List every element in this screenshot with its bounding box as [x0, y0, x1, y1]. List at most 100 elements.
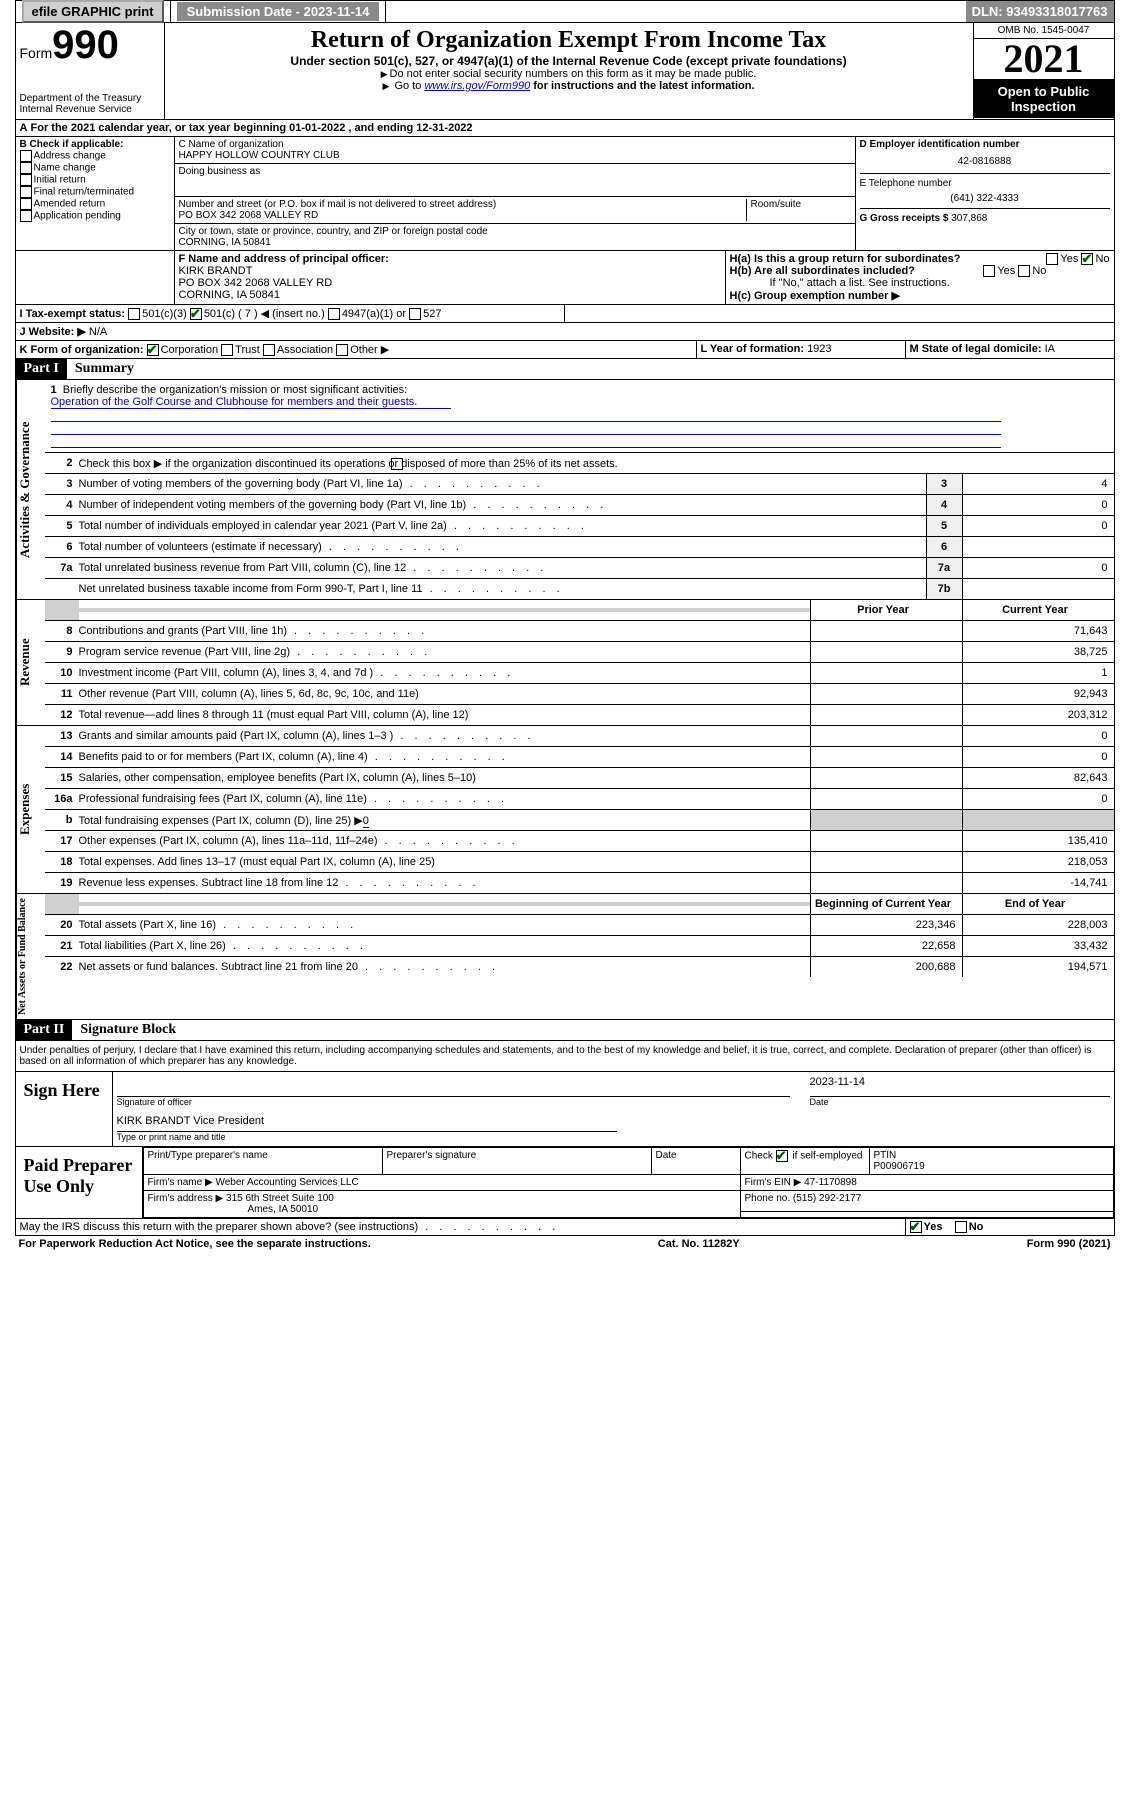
sign-date: 2023-11-14	[810, 1076, 1110, 1097]
association-checkbox[interactable]	[263, 344, 275, 356]
form-subtitle: Under section 501(c), 527, or 4947(a)(1)…	[169, 54, 969, 68]
revenue-label: Revenue	[16, 600, 45, 725]
sig-officer-label: Signature of officer	[117, 1097, 810, 1107]
tax-status-row: I Tax-exempt status: 501(c)(3) 501(c) ( …	[15, 305, 1115, 323]
part1-header: Part I Summary	[15, 359, 1115, 380]
hb-no-checkbox[interactable]	[1018, 265, 1030, 277]
line16a-text: Professional fundraising fees (Part IX, …	[79, 791, 810, 807]
form-footer: Form 990 (2021)	[1027, 1238, 1111, 1250]
line20-end: 228,003	[962, 915, 1114, 935]
line22-end: 194,571	[962, 957, 1114, 977]
cat-number: Cat. No. 11282Y	[658, 1238, 740, 1250]
efile-button[interactable]: efile GRAPHIC print	[22, 0, 164, 23]
form-number: 990	[52, 23, 119, 67]
line9-value: 38,725	[962, 642, 1114, 662]
line20-begin: 223,346	[810, 915, 962, 935]
line7b-value	[963, 579, 1114, 599]
paid-preparer-label: Paid Preparer Use Only	[16, 1147, 143, 1218]
line12-value: 203,312	[962, 705, 1114, 725]
discuss-no-checkbox[interactable]	[955, 1221, 967, 1233]
501c3-checkbox[interactable]	[128, 308, 140, 320]
expenses-section: Expenses 13Grants and similar amounts pa…	[15, 726, 1115, 894]
ein-value: 42-0816888	[860, 150, 1110, 173]
ssn-note: Do not enter social security numbers on …	[169, 68, 969, 80]
line5-text: Total number of individuals employed in …	[79, 518, 926, 534]
501c-checkbox[interactable]	[190, 308, 202, 320]
line6-text: Total number of volunteers (estimate if …	[79, 539, 926, 555]
amended-return-checkbox[interactable]	[20, 198, 32, 210]
4947-checkbox[interactable]	[328, 308, 340, 320]
line19-value: -14,741	[962, 873, 1114, 893]
self-employed-checkbox[interactable]	[776, 1150, 788, 1162]
line4-text: Number of independent voting members of …	[79, 497, 926, 513]
address-change-checkbox[interactable]	[20, 150, 32, 162]
paid-preparer-section: Paid Preparer Use Only Print/Type prepar…	[15, 1147, 1115, 1219]
line18-value: 218,053	[962, 852, 1114, 872]
form-title: Return of Organization Exempt From Incom…	[169, 27, 969, 54]
prep-phone-label: Phone no.	[745, 1193, 793, 1204]
line22-text: Net assets or fund balances. Subtract li…	[79, 959, 810, 975]
discuss-yes-checkbox[interactable]	[910, 1221, 922, 1233]
paperwork-notice: For Paperwork Reduction Act Notice, see …	[19, 1238, 371, 1250]
ptin-label: PTIN	[874, 1150, 897, 1161]
officer-label: F Name and address of principal officer:	[179, 253, 389, 265]
line7a-text: Total unrelated business revenue from Pa…	[79, 560, 926, 576]
final-return-checkbox[interactable]	[20, 186, 32, 198]
discuss-text: May the IRS discuss this return with the…	[20, 1221, 560, 1233]
firm-name-label: Firm's name ▶	[148, 1177, 213, 1188]
governance-section: Activities & Governance 1 Briefly descri…	[15, 380, 1115, 600]
hb-note: If "No," attach a list. See instructions…	[730, 277, 1110, 289]
other-checkbox[interactable]	[336, 344, 348, 356]
phone-label: E Telephone number	[860, 178, 952, 189]
line2-text: Check this box ▶ if the organization dis…	[79, 455, 1114, 472]
tax-status-label: I Tax-exempt status:	[20, 308, 126, 320]
line10-text: Investment income (Part VIII, column (A)…	[79, 665, 810, 681]
line16b-text: Total fundraising expenses (Part IX, col…	[79, 812, 810, 829]
sign-here-label: Sign Here	[16, 1072, 113, 1146]
prep-name-header: Print/Type preparer's name	[143, 1148, 382, 1175]
name-change-checkbox[interactable]	[20, 162, 32, 174]
gross-receipts-value: 307,868	[951, 213, 987, 224]
application-pending-checkbox[interactable]	[20, 210, 32, 222]
line21-begin: 22,658	[810, 936, 962, 956]
line20-text: Total assets (Part X, line 16)	[79, 917, 810, 933]
527-checkbox[interactable]	[409, 308, 421, 320]
ptin-value: P00906719	[874, 1161, 925, 1172]
city-state-zip: CORNING, IA 50841	[179, 237, 271, 248]
tax-year: 2021	[974, 39, 1114, 80]
line11-value: 92,943	[962, 684, 1114, 704]
prior-year-header: Prior Year	[810, 600, 962, 620]
org-info-section: B Check if applicable: Address change Na…	[15, 137, 1115, 251]
initial-return-checkbox[interactable]	[20, 174, 32, 186]
line13-text: Grants and similar amounts paid (Part IX…	[79, 728, 810, 744]
irs-link[interactable]: www.irs.gov/Form990	[424, 80, 530, 92]
ha-no-checkbox[interactable]	[1081, 253, 1093, 265]
beginning-year-header: Beginning of Current Year	[810, 894, 962, 914]
prep-sig-header: Preparer's signature	[382, 1148, 651, 1175]
officer-name: KIRK BRANDT	[179, 265, 253, 277]
penalty-statement: Under penalties of perjury, I declare th…	[15, 1041, 1115, 1072]
line6-value	[963, 537, 1114, 557]
expenses-label: Expenses	[16, 726, 45, 893]
street-address: PO BOX 342 2068 VALLEY RD	[179, 210, 319, 221]
prep-phone: (515) 292-2177	[793, 1193, 861, 1204]
form-label: Form	[20, 45, 53, 61]
net-assets-section: Net Assets or Fund Balance Beginning of …	[15, 894, 1115, 1020]
state-domicile-label: M State of legal domicile:	[910, 343, 1045, 355]
discontinued-checkbox[interactable]	[391, 458, 403, 470]
open-public: Open to Public Inspection	[974, 80, 1114, 118]
officer-addr1: PO BOX 342 2068 VALLEY RD	[179, 277, 333, 289]
line17-value: 135,410	[962, 831, 1114, 851]
line16a-value: 0	[962, 789, 1114, 809]
trust-checkbox[interactable]	[221, 344, 233, 356]
ha-yes-checkbox[interactable]	[1046, 253, 1058, 265]
top-bar: efile GRAPHIC print Submission Date - 20…	[15, 0, 1115, 23]
hb-yes-checkbox[interactable]	[983, 265, 995, 277]
line11-text: Other revenue (Part VIII, column (A), li…	[79, 686, 810, 702]
gross-receipts-label: G Gross receipts $	[860, 213, 952, 224]
line3-value: 4	[963, 474, 1114, 494]
room-suite-label: Room/suite	[751, 199, 802, 210]
corporation-checkbox[interactable]	[147, 344, 159, 356]
line8-text: Contributions and grants (Part VIII, lin…	[79, 623, 810, 639]
officer-name-title: KIRK BRANDT Vice President	[117, 1115, 617, 1132]
